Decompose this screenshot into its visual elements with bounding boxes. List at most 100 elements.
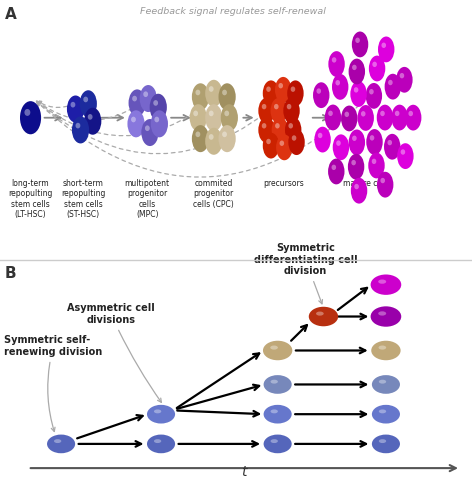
- Ellipse shape: [345, 112, 349, 117]
- Circle shape: [313, 82, 329, 108]
- Circle shape: [275, 77, 291, 103]
- Circle shape: [385, 74, 401, 99]
- Ellipse shape: [224, 110, 229, 116]
- Circle shape: [349, 59, 365, 84]
- Circle shape: [314, 127, 331, 153]
- Ellipse shape: [209, 86, 214, 92]
- Circle shape: [219, 83, 236, 110]
- Text: short-term
repopulting
stem cells
(ST-HSC): short-term repopulting stem cells (ST-HS…: [61, 179, 105, 219]
- Ellipse shape: [270, 409, 278, 413]
- Circle shape: [190, 104, 207, 131]
- Circle shape: [325, 105, 341, 131]
- Ellipse shape: [371, 275, 401, 295]
- Circle shape: [397, 143, 413, 169]
- Circle shape: [205, 80, 222, 107]
- Circle shape: [287, 80, 303, 106]
- Ellipse shape: [381, 43, 386, 48]
- Circle shape: [405, 105, 421, 131]
- Circle shape: [351, 178, 367, 204]
- Circle shape: [20, 101, 41, 134]
- Ellipse shape: [354, 87, 358, 93]
- Circle shape: [283, 98, 300, 124]
- Circle shape: [127, 110, 144, 137]
- Ellipse shape: [336, 80, 340, 85]
- Ellipse shape: [279, 141, 284, 146]
- Ellipse shape: [275, 123, 280, 129]
- Circle shape: [276, 134, 293, 160]
- Ellipse shape: [372, 61, 377, 67]
- Ellipse shape: [380, 178, 385, 183]
- Ellipse shape: [355, 37, 360, 43]
- Ellipse shape: [309, 307, 338, 326]
- Ellipse shape: [76, 123, 80, 129]
- Ellipse shape: [47, 434, 75, 453]
- Circle shape: [141, 119, 159, 146]
- Text: A: A: [4, 7, 16, 22]
- Ellipse shape: [351, 160, 356, 165]
- Circle shape: [263, 80, 279, 106]
- Circle shape: [348, 154, 364, 180]
- Ellipse shape: [388, 80, 393, 85]
- Text: Asymmetric cell
divisions: Asymmetric cell divisions: [67, 303, 161, 402]
- Circle shape: [219, 125, 236, 152]
- Ellipse shape: [378, 312, 386, 316]
- Ellipse shape: [25, 109, 30, 116]
- Ellipse shape: [370, 135, 374, 141]
- Circle shape: [357, 105, 374, 131]
- Circle shape: [341, 106, 357, 132]
- Ellipse shape: [274, 104, 278, 109]
- Circle shape: [391, 105, 408, 131]
- Ellipse shape: [379, 380, 386, 384]
- Circle shape: [192, 83, 209, 110]
- Ellipse shape: [132, 96, 137, 101]
- Circle shape: [329, 51, 345, 77]
- Ellipse shape: [147, 405, 175, 423]
- Circle shape: [151, 110, 168, 137]
- Circle shape: [366, 129, 383, 155]
- Circle shape: [205, 128, 222, 155]
- Ellipse shape: [354, 184, 359, 189]
- Circle shape: [84, 108, 101, 135]
- Ellipse shape: [328, 110, 333, 116]
- Ellipse shape: [288, 123, 293, 129]
- Circle shape: [150, 94, 167, 121]
- Circle shape: [396, 67, 413, 93]
- Circle shape: [67, 96, 84, 122]
- Circle shape: [377, 105, 393, 131]
- Ellipse shape: [336, 141, 341, 146]
- Circle shape: [128, 89, 146, 117]
- Circle shape: [366, 83, 382, 109]
- Circle shape: [285, 117, 302, 143]
- Ellipse shape: [379, 346, 386, 349]
- Circle shape: [378, 36, 395, 62]
- Ellipse shape: [262, 104, 266, 109]
- Circle shape: [333, 134, 349, 160]
- Circle shape: [377, 172, 393, 198]
- Ellipse shape: [263, 341, 292, 360]
- Ellipse shape: [316, 312, 324, 316]
- Ellipse shape: [262, 123, 266, 129]
- Ellipse shape: [395, 111, 399, 116]
- Circle shape: [332, 74, 348, 100]
- Ellipse shape: [352, 135, 357, 141]
- Circle shape: [368, 153, 385, 179]
- Ellipse shape: [372, 434, 400, 453]
- Ellipse shape: [379, 439, 386, 443]
- Circle shape: [350, 81, 367, 107]
- Ellipse shape: [195, 90, 200, 96]
- Ellipse shape: [369, 89, 374, 95]
- Circle shape: [328, 158, 345, 184]
- Ellipse shape: [266, 86, 271, 92]
- Ellipse shape: [371, 341, 401, 360]
- Ellipse shape: [222, 90, 227, 96]
- Ellipse shape: [209, 134, 214, 140]
- Ellipse shape: [83, 96, 88, 102]
- Circle shape: [258, 117, 275, 143]
- Ellipse shape: [379, 409, 386, 413]
- Ellipse shape: [352, 65, 357, 70]
- Ellipse shape: [401, 149, 405, 155]
- Ellipse shape: [331, 165, 336, 170]
- Circle shape: [288, 129, 305, 155]
- Text: Symmetric
differentiating cell
division: Symmetric differentiating cell division: [253, 243, 357, 304]
- Ellipse shape: [145, 125, 150, 131]
